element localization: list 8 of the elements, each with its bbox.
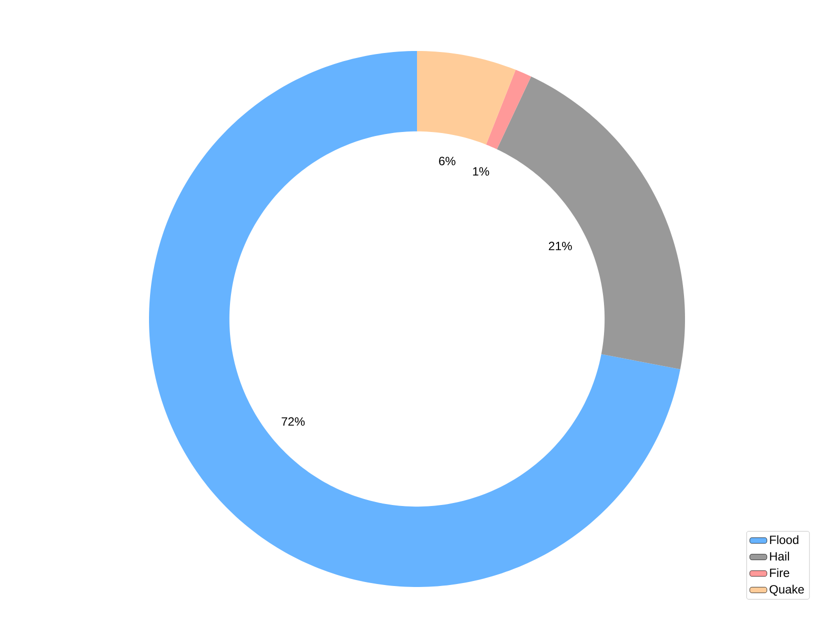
legend-label: Flood (770, 535, 798, 544)
legend-label: Hail (770, 552, 789, 561)
data-label: 72% (282, 417, 305, 426)
legend-label: Quake (770, 584, 804, 596)
data-label: 1% (473, 167, 490, 176)
data-label: 6% (439, 156, 456, 166)
data-label: 21% (548, 242, 572, 250)
legend-label: Fire (770, 568, 790, 578)
